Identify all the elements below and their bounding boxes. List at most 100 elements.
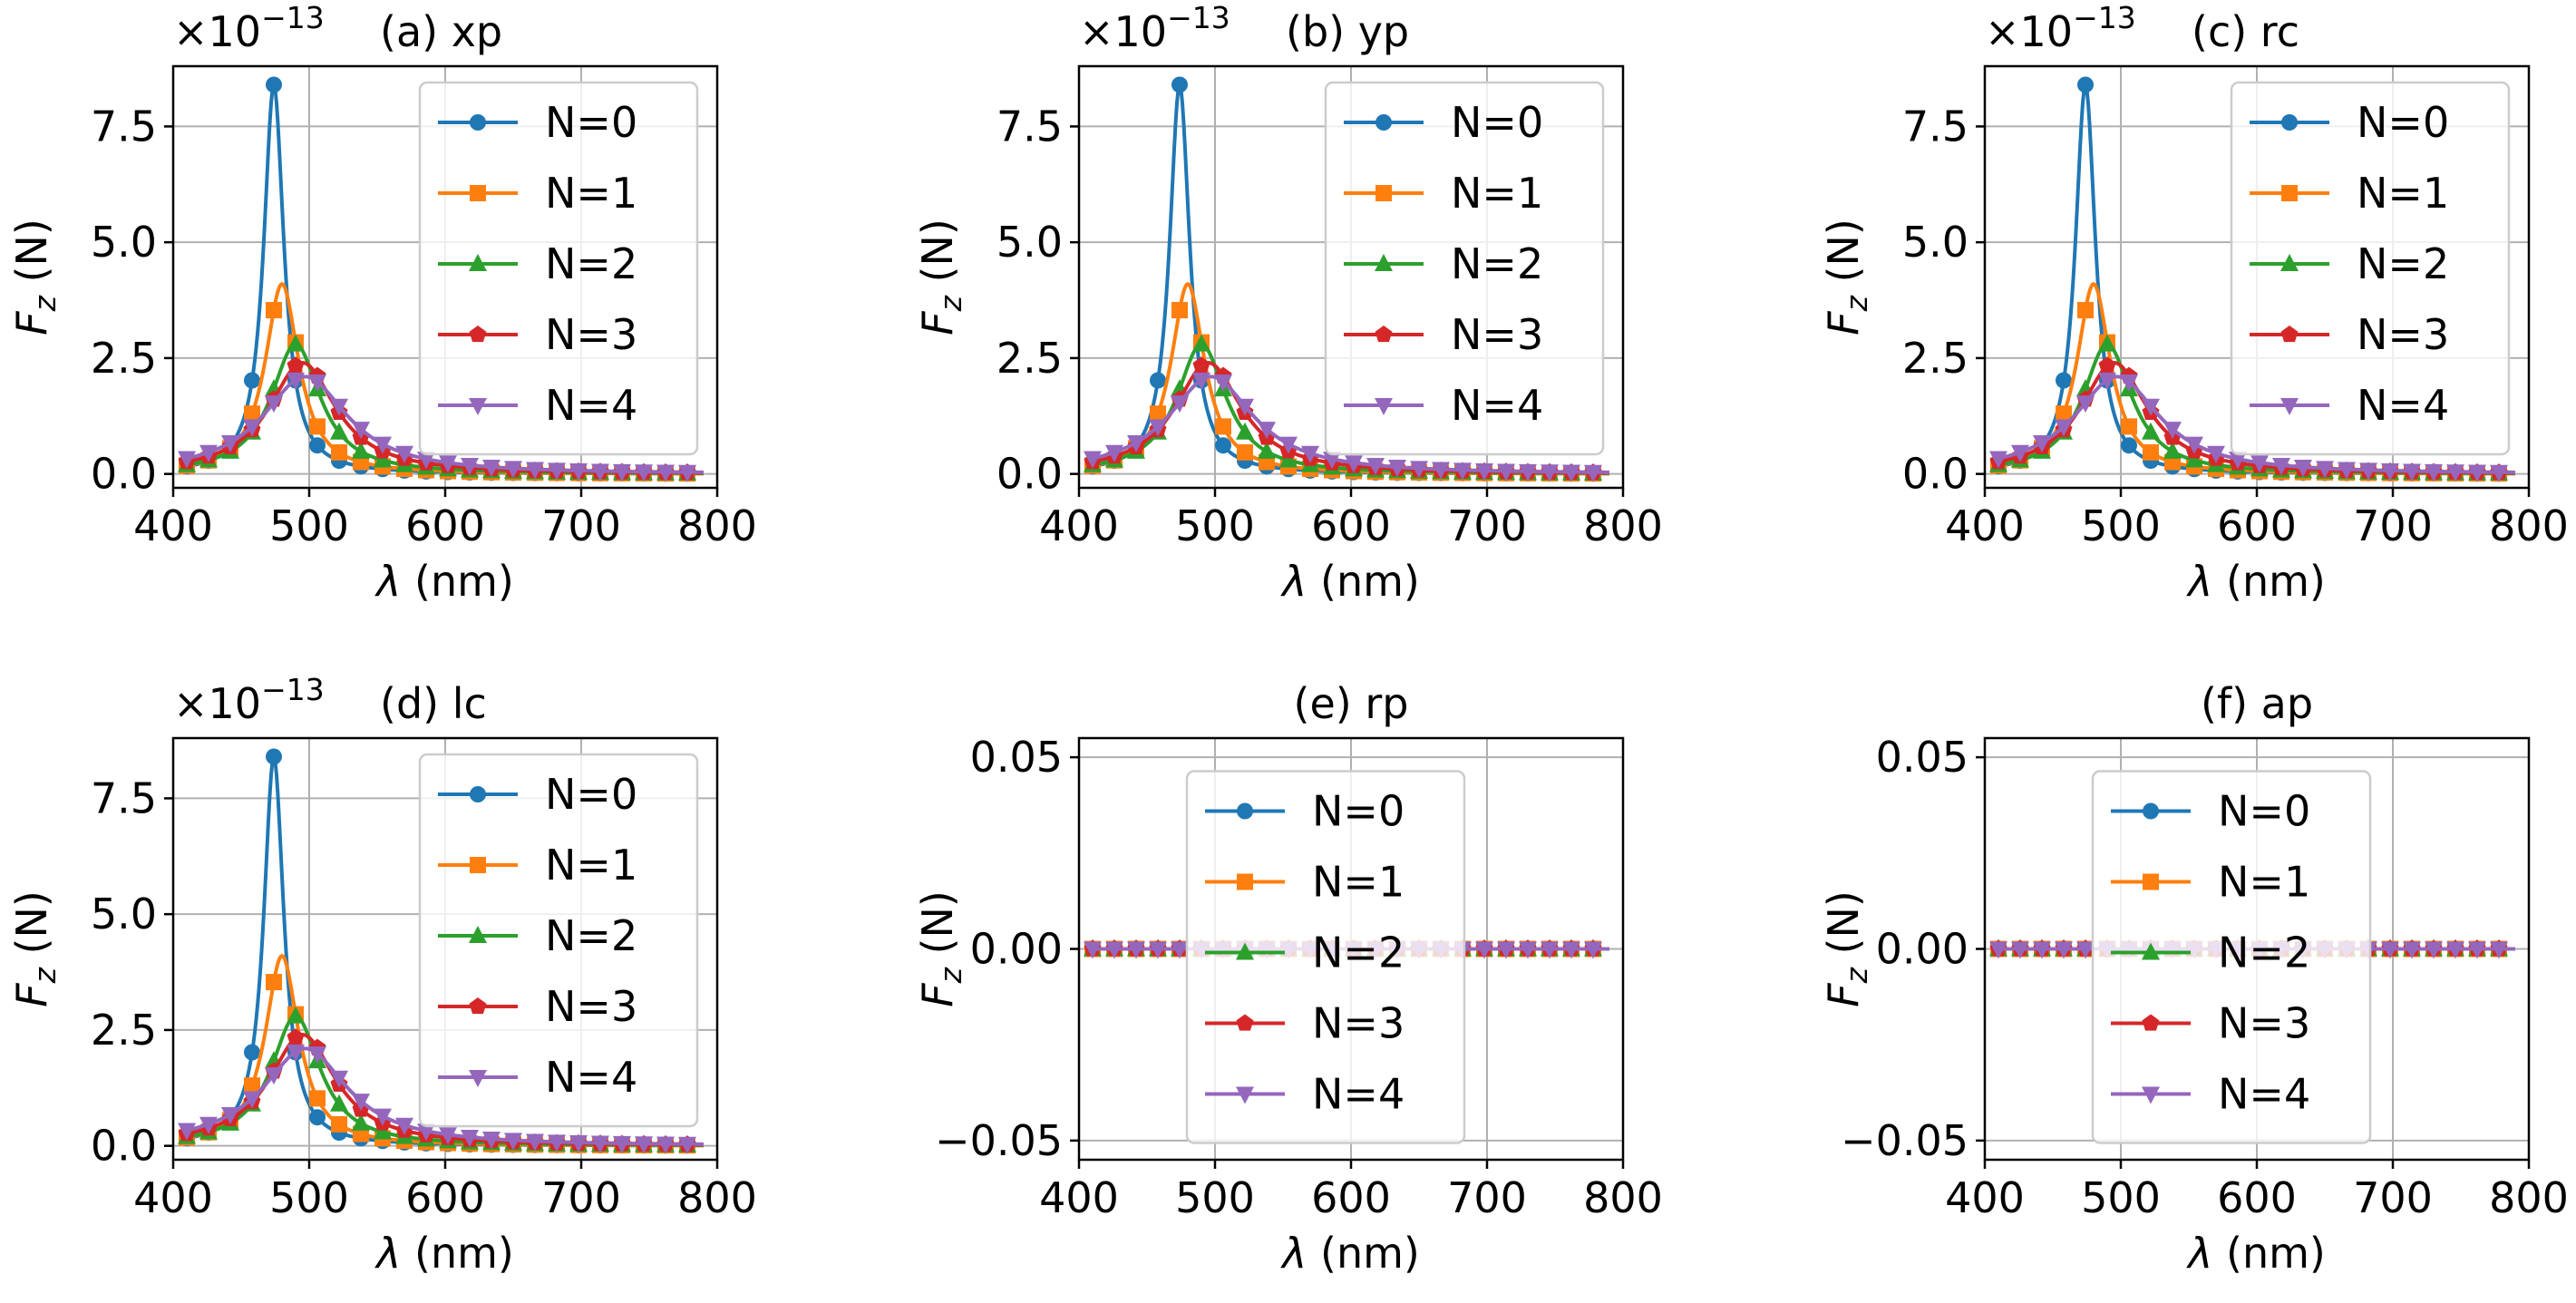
data-point: [1171, 941, 1189, 959]
legend-label: N=2: [545, 911, 637, 960]
legend-label: N=3: [2357, 310, 2449, 359]
data-point: [2033, 434, 2051, 452]
scale-offset-label: ×10−13: [1079, 0, 1230, 56]
x-axis-label: λ (nm): [374, 557, 514, 606]
legend-marker: [2280, 254, 2299, 271]
data-point: [221, 1106, 239, 1124]
legend-item: N=1: [2250, 169, 2449, 218]
data-point: [352, 422, 370, 440]
x-tick-label: 400: [133, 501, 213, 550]
data-point: [1171, 395, 1189, 413]
legend-marker: [470, 857, 486, 873]
data-point: [1345, 455, 1363, 473]
x-tick-label: 600: [405, 1173, 485, 1222]
legend-item: N=4: [2111, 1070, 2310, 1119]
panel-2: 400 500 600 700 800 0.0 2.5 5.0 7.5 λ (nm) Fz (N) ×…: [913, 0, 1663, 606]
ticks: 400 500 600 700 800 −0.05 0.00 0.05: [1841, 733, 2569, 1222]
ticks: 400 500 600 700 800 0.0 2.5 5.0 7.5: [996, 102, 1663, 550]
ticks: 400 500 600 700 800 0.0 2.5 5.0 7.5: [91, 773, 757, 1222]
data-point: [1215, 418, 1231, 435]
legend-marker: [1236, 1014, 1254, 1031]
legend-item: N=0: [438, 98, 637, 147]
panel-title: (c) rc: [2192, 7, 2299, 56]
ticks: 400 500 600 700 800 −0.05 0.00 0.05: [935, 733, 1663, 1222]
legend-marker: [469, 254, 487, 271]
legend-marker: [2280, 398, 2299, 415]
data-point: [1084, 941, 1102, 959]
x-tick-label: 600: [405, 501, 485, 550]
data-point: [2446, 464, 2464, 482]
data-point: [1562, 941, 1580, 959]
legend-label: N=0: [545, 770, 637, 819]
legend-marker: [2142, 1014, 2160, 1031]
data-point: [2120, 374, 2138, 393]
legend-label: N=3: [1451, 310, 1543, 359]
legend-label: N=3: [1312, 999, 1405, 1048]
data-point: [656, 464, 675, 482]
data-point: [308, 1046, 326, 1065]
data-point: [2207, 445, 2225, 463]
data-point: [2033, 941, 2051, 959]
data-point: [374, 1108, 392, 1126]
data-point: [265, 395, 283, 413]
plot-area: [1084, 76, 1609, 482]
legend-label: N=3: [2218, 999, 2310, 1048]
legend-label: N=0: [2218, 787, 2310, 836]
data-point: [1475, 462, 1493, 481]
data-point: [2142, 422, 2160, 440]
x-tick-label: 800: [1583, 501, 1663, 550]
panel-1: 400 500 600 700 800 0.0 2.5 5.0 7.5 λ (nm) Fz (N) ×…: [7, 0, 757, 606]
data-point: [1149, 419, 1167, 437]
data-point: [1432, 462, 1450, 480]
data-point: [1410, 461, 1428, 479]
data-point: [2446, 941, 2464, 959]
legend-label: N=3: [545, 982, 637, 1031]
legend-item: N=1: [438, 169, 637, 218]
data-point: [243, 419, 261, 437]
data-point: [309, 1090, 326, 1107]
data-point: [417, 452, 435, 470]
y-axis-label: Fz (N): [1819, 890, 1874, 1007]
legend: N=0 N=1 N=2 N=3 N=4: [1324, 81, 1605, 456]
y-tick-label: 0.0: [996, 450, 1063, 499]
data-point: [266, 302, 282, 319]
legend-marker: [2143, 873, 2159, 890]
legend: N=0 N=1 N=2 N=3 N=4: [2091, 770, 2372, 1144]
data-point: [461, 1130, 479, 1148]
legend: N=0 N=1 N=2 N=3 N=4: [1185, 770, 1466, 1144]
y-tick-label: 2.5: [91, 1006, 157, 1055]
legend-item: N=4: [438, 1053, 637, 1102]
y-tick-label: 0.00: [1876, 925, 1968, 974]
x-tick-label: 800: [2489, 1173, 2569, 1222]
data-point: [2055, 941, 2073, 959]
legend-marker: [1237, 873, 1253, 890]
legend-item: N=4: [1344, 381, 1543, 430]
legend-label: N=2: [1451, 239, 1543, 288]
data-point: [330, 1094, 348, 1112]
data-point: [482, 1132, 501, 1150]
legend-label: N=3: [545, 310, 637, 359]
ticks: 400 500 600 700 800 0.0 2.5 5.0 7.5: [1902, 102, 2569, 550]
data-point: [2076, 941, 2095, 959]
data-point: [439, 1127, 457, 1145]
y-tick-label: −0.05: [935, 1116, 1063, 1165]
data-point: [2056, 372, 2072, 389]
data-point: [1149, 941, 1167, 959]
x-tick-label: 700: [1447, 1173, 1527, 1222]
data-point: [1127, 941, 1145, 959]
y-tick-label: 5.0: [996, 218, 1063, 267]
data-point: [2143, 443, 2159, 461]
data-point: [548, 462, 566, 481]
legend-marker: [1375, 185, 1392, 201]
data-point: [1584, 464, 1602, 482]
data-point: [1171, 76, 1188, 93]
legend-marker: [469, 1070, 487, 1087]
data-point: [2121, 418, 2137, 435]
legend-box: [2230, 81, 2511, 456]
data-point: [504, 461, 522, 479]
data-point: [461, 458, 479, 476]
data-point: [1236, 422, 1254, 440]
legend-label: N=2: [1312, 929, 1405, 977]
y-tick-label: 7.5: [996, 102, 1063, 151]
data-point: [395, 445, 413, 463]
